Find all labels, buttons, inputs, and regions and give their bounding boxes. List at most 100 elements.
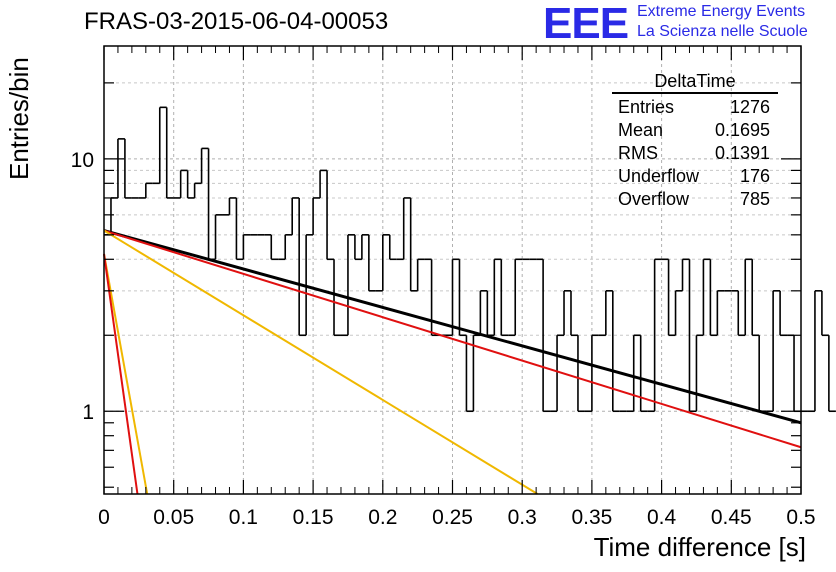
stats-label: Underflow — [618, 166, 700, 186]
histogram-bin — [228, 197, 237, 215]
x-tick-label: 0.35 — [571, 506, 612, 529]
histogram-bin — [695, 334, 704, 412]
histogram-bin — [500, 259, 509, 337]
x-tick-label: 0.45 — [711, 506, 752, 529]
stats-row-overflow: Overflow 785 — [612, 188, 778, 211]
histogram-bin — [828, 335, 836, 413]
fit-curve-1 — [103, 229, 802, 425]
histogram-bin — [326, 170, 335, 261]
y-axis-label: Entries/bin — [4, 57, 34, 180]
histogram-bin — [430, 259, 439, 337]
histogram-bin — [639, 335, 648, 413]
histogram-bin — [479, 290, 488, 336]
histogram-bin — [179, 169, 188, 198]
histogram-bin — [124, 138, 132, 199]
stats-value: 0.1695 — [714, 120, 770, 140]
stats-row-rms: RMS 0.1391 — [612, 142, 778, 165]
x-tick-label: 0.25 — [432, 506, 473, 529]
histogram-bin — [542, 259, 551, 413]
stats-header: DeltaTime — [612, 70, 778, 94]
x-tick-label: 0.15 — [293, 506, 334, 529]
stats-label: Entries — [618, 97, 675, 117]
histogram-bin — [284, 234, 293, 260]
axis-ticks: 0 0.05 0.1 0.15 0.2 0.25 0.3 0.35 0.4 0.45 0.5 1 10 — [71, 46, 816, 529]
histogram-bin — [591, 334, 599, 412]
histogram-bin — [117, 138, 125, 198]
stats-label: Mean — [618, 120, 664, 140]
histogram-bin — [312, 197, 321, 235]
histogram-bin — [737, 290, 746, 337]
x-tick-label: 0.1 — [229, 506, 258, 529]
chart-title: FRAS-03-2015-06-04-00053 — [84, 8, 389, 35]
stats-label: RMS — [618, 143, 658, 163]
histogram-bin — [653, 258, 662, 412]
fit-curve-4 — [103, 253, 149, 495]
histogram-bin — [514, 258, 523, 336]
histogram-bin — [751, 259, 760, 337]
histogram-bin — [688, 259, 697, 413]
histogram-bin — [605, 290, 613, 336]
histogram-bin — [361, 234, 369, 260]
histogram-bin — [779, 290, 788, 337]
histogram-bars — [104, 106, 836, 413]
stats-value: 0.1391 — [714, 143, 770, 163]
x-tick-label: 0.2 — [368, 506, 397, 529]
histogram-bin — [145, 182, 153, 198]
logo-caption: Extreme Energy Events La Scienza nelle S… — [637, 2, 808, 42]
fit-curve-3 — [103, 229, 539, 495]
x-tick-label: 0.4 — [647, 506, 677, 529]
histogram-bin — [493, 258, 502, 336]
histogram-bin — [354, 234, 362, 261]
stats-row-entries: Entries 1276 — [612, 96, 778, 119]
histogram-bin — [409, 197, 418, 292]
fit-curve-2 — [103, 229, 802, 449]
histogram-bin — [110, 197, 118, 235]
histogram-bin — [347, 234, 355, 336]
histogram-bin — [381, 234, 390, 291]
histogram-bin — [416, 258, 425, 291]
histogram-bin — [465, 335, 474, 413]
x-tick-label: 0.5 — [786, 506, 815, 529]
histogram-bin — [368, 234, 376, 292]
histogram-bin — [709, 259, 718, 337]
histogram-bin — [242, 234, 251, 260]
histogram-bin — [165, 107, 174, 199]
histogram-bin — [814, 290, 822, 412]
histogram-bin — [667, 259, 676, 337]
histogram-bin — [207, 148, 216, 261]
histogram-bin — [486, 290, 495, 337]
logo-line-1: Extreme Energy Events — [637, 3, 806, 20]
stats-box: DeltaTime Entries 1276 Mean 0.1695 RMS 0.13… — [612, 70, 778, 211]
histogram-bin — [291, 197, 300, 235]
stats-label: Overflow — [618, 189, 690, 209]
histogram-bin — [632, 334, 641, 412]
logo-line-2: La Scienza nelle Scuole — [637, 23, 808, 40]
histogram-bin — [458, 259, 467, 337]
fit-curves — [103, 229, 802, 495]
histogram-bin — [333, 259, 341, 337]
histogram-bin — [200, 147, 209, 184]
histogram-bin — [821, 290, 829, 337]
x-tick-label: 0 — [98, 506, 110, 529]
histogram-bin — [158, 106, 167, 184]
histogram-bin — [402, 197, 411, 260]
stats-value: 785 — [739, 189, 770, 209]
stats-value: 1276 — [729, 97, 770, 117]
histogram-bin — [563, 290, 571, 336]
stats-row-mean: Mean 0.1695 — [612, 119, 778, 142]
x-tick-label: 0.05 — [153, 506, 194, 529]
y-tick-label: 10 — [71, 149, 94, 172]
fit-curve-5 — [103, 253, 139, 495]
histogram-bin — [388, 234, 397, 261]
histogram-bin — [702, 258, 711, 336]
histogram-bin — [319, 169, 328, 198]
stats-value: 176 — [739, 166, 770, 186]
x-axis-label: Time difference [s] — [593, 532, 806, 562]
stats-row-underflow: Underflow 176 — [612, 165, 778, 188]
histogram-bin — [758, 335, 767, 413]
x-tick-label: 0.3 — [508, 506, 537, 529]
histogram-bin — [716, 290, 725, 336]
histogram-bin — [577, 335, 585, 413]
histogram-bin — [793, 335, 801, 413]
